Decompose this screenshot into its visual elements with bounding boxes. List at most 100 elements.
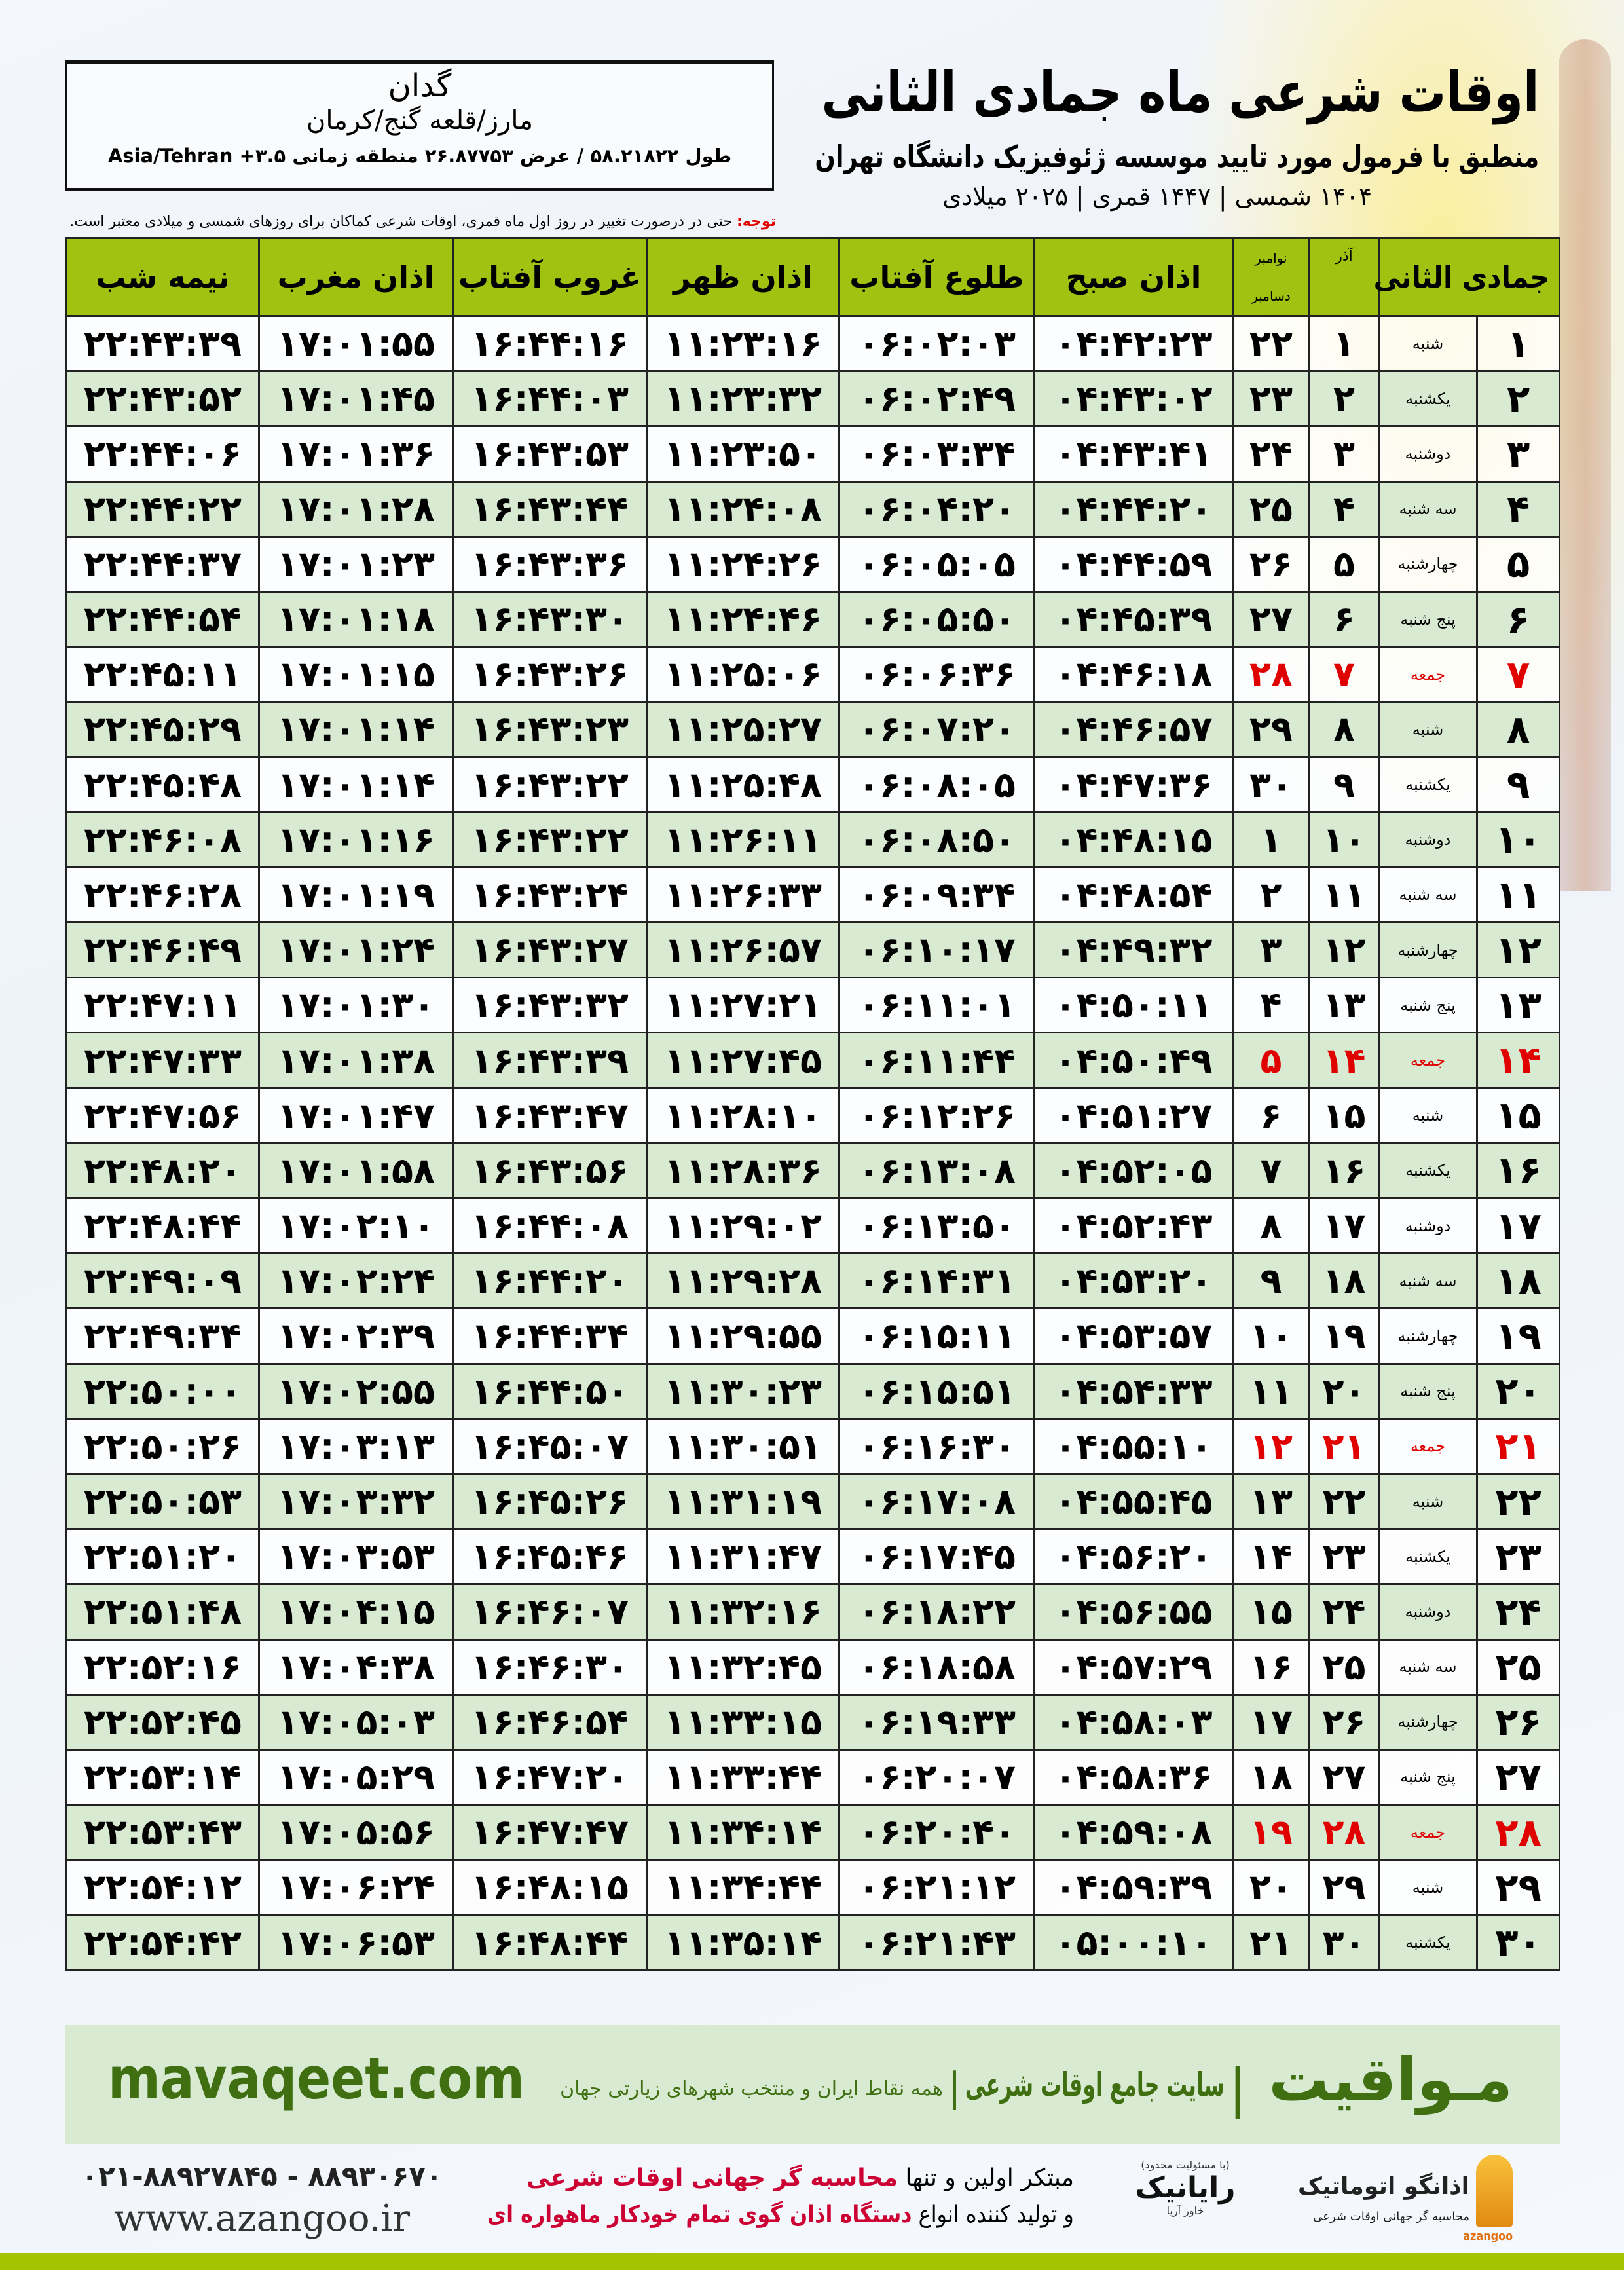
cell-midnight: ۲۲:۴۴:۰۶ [65, 425, 260, 483]
mavaqeet-logo-text: مـواقیت [1268, 2045, 1513, 2115]
cell-day: ۳ [1476, 425, 1561, 483]
cell-weekday: چهارشنبه [1377, 1307, 1479, 1365]
cell-sunrise: ۰۶:۱۸:۲۲ [838, 1583, 1035, 1641]
cell-day: ۲۱ [1476, 1417, 1561, 1475]
cell-azar: ۳۰ [1308, 1914, 1380, 1971]
table-row: ۳ دوشنبه ۳ ۲۴ ۰۴:۴۳:۴۱ ۰۶:۰۳:۳۴ ۱۱:۲۳:۵۰ ۱۶:۴۳:… [65, 425, 1561, 483]
cell-maghrib: ۱۷:۰۵:۰۳ [258, 1693, 454, 1751]
cell-greg: ۱۷ [1232, 1693, 1310, 1751]
cell-maghrib: ۱۷:۰۱:۲۸ [258, 480, 454, 538]
header-sunrise: طلوع آفتاب [838, 237, 1035, 317]
cell-greg: ۱۸ [1232, 1748, 1310, 1806]
cell-maghrib: ۱۷:۰۱:۱۹ [258, 866, 454, 924]
promo-line1-wrap: مبتکر اولین و تنها محاسبه گر جهانی اوقات… [526, 2160, 1074, 2197]
cell-day: ۴ [1476, 480, 1561, 538]
banner-tagline-secondary-text: همه نقاط ایران و منتخب شهرهای زیارتی جها… [560, 2077, 943, 2100]
table-row: ۲۸ جمعه ۲۸ ۱۹ ۰۴:۵۹:۰۸ ۰۶:۲۰:۴۰ ۱۱:۳۴:۱۴ ۱۶:۴۷:… [65, 1804, 1561, 1861]
note-line: توجه: حتی در درصورت تغییر در روز اول ماه… [69, 214, 776, 230]
cell-azar: ۵ [1308, 535, 1380, 593]
cell-dhuhr: ۱۱:۳۲:۴۵ [646, 1638, 840, 1696]
cell-day: ۲۹ [1476, 1859, 1561, 1916]
cell-weekday: شنبه [1377, 1859, 1479, 1916]
city-name: گدان [74, 67, 766, 104]
azangoo-sub: محاسبه گر جهانی اوقات شرعی [1286, 2210, 1469, 2223]
table-row: ۳۰ یکشنبه ۳۰ ۲۱ ۰۵:۰۰:۱۰ ۰۶:۲۱:۴۳ ۱۱:۳۵:۱۴ ۱۶:۴… [65, 1914, 1561, 1971]
cell-midnight: ۲۲:۴۷:۱۱ [65, 977, 260, 1034]
table-row: ۱۰ دوشنبه ۱۰ ۱ ۰۴:۴۸:۱۵ ۰۶:۰۸:۵۰ ۱۱:۲۶:۱۱ ۱۶:۴۳… [65, 811, 1561, 868]
cell-maghrib: ۱۷:۰۲:۵۵ [258, 1362, 454, 1420]
azangoo-en-text: azangoo [1462, 2229, 1513, 2243]
cell-dhuhr: ۱۱:۲۸:۳۶ [646, 1142, 840, 1200]
cell-dhuhr: ۱۱:۳۴:۴۴ [646, 1859, 840, 1916]
cell-sunrise: ۰۶:۱۷:۴۵ [838, 1528, 1035, 1586]
cell-fajr: ۰۴:۵۳:۲۰ [1033, 1252, 1234, 1310]
cell-maghrib: ۱۷:۰۶:۲۴ [258, 1859, 454, 1916]
table-row: ۲۲ شنبه ۲۲ ۱۳ ۰۴:۵۵:۴۵ ۰۶:۱۷:۰۸ ۱۱:۳۱:۱۹ ۱۶:۴۵:… [65, 1472, 1561, 1531]
cell-greg: ۳ [1232, 921, 1310, 979]
cell-dhuhr: ۱۱:۳۴:۱۴ [646, 1804, 840, 1861]
cell-sunrise: ۰۶:۲۰:۴۰ [838, 1804, 1035, 1861]
cell-greg: ۱۹ [1232, 1804, 1310, 1861]
coordinates-text: طول ۵۸.۲۱۸۲۲ / عرض ۲۶.۸۷۷۵۳ منطقه زمانی … [107, 145, 732, 167]
cell-sunrise: ۰۶:۱۹:۳۳ [838, 1693, 1035, 1751]
cell-day: ۱۳ [1476, 977, 1561, 1034]
cell-greg: ۲۲ [1232, 314, 1310, 373]
header-dhuhr-text: اذان ظهر [673, 259, 813, 295]
cell-sunrise: ۰۶:۱۶:۳۰ [838, 1417, 1035, 1475]
cell-fajr: ۰۴:۵۹:۰۸ [1033, 1804, 1234, 1861]
cell-weekday: پنج شنبه [1377, 1748, 1479, 1806]
coordinates: طول ۵۸.۲۱۸۲۲ / عرض ۲۶.۸۷۷۵۳ منطقه زمانی … [74, 145, 766, 167]
cell-weekday: شنبه [1377, 701, 1479, 758]
cell-midnight: ۲۲:۴۵:۴۸ [65, 756, 260, 813]
cell-azar: ۸ [1308, 701, 1380, 758]
cell-day: ۱۶ [1476, 1142, 1561, 1200]
cell-sunset: ۱۶:۴۵:۴۶ [452, 1528, 648, 1586]
cell-sunset: ۱۶:۴۴:۰۳ [452, 370, 648, 428]
cell-sunrise: ۰۶:۱۴:۳۱ [838, 1252, 1035, 1310]
table-row: ۲۰ پنج شنبه ۲۰ ۱۱ ۰۴:۵۴:۳۳ ۰۶:۱۵:۵۱ ۱۱:۳۰:۲۳ ۱۶… [65, 1362, 1561, 1420]
cell-weekday: شنبه [1377, 1472, 1479, 1531]
promo-line2-highlight: دستگاه اذان گوی تمام خودکار ماهواره ای [487, 2201, 912, 2228]
promo-line2: و تولید کننده انواع [912, 2201, 1074, 2228]
cell-day: ۹ [1476, 756, 1561, 813]
azangoo-link-text[interactable]: www.azangoo.ir [113, 2197, 411, 2240]
cell-day: ۱۸ [1476, 1252, 1561, 1310]
cell-day: ۲۸ [1476, 1804, 1561, 1861]
cell-dhuhr: ۱۱:۲۷:۲۱ [646, 977, 840, 1034]
cell-dhuhr: ۱۱:۳۱:۴۷ [646, 1528, 840, 1586]
cell-day: ۲۷ [1476, 1748, 1561, 1806]
header-month-text: جمادی الثانی [1373, 259, 1550, 295]
cell-azar: ۲۸ [1308, 1804, 1380, 1861]
cell-fajr: ۰۴:۴۸:۱۵ [1033, 811, 1234, 868]
cell-sunset: ۱۶:۴۳:۲۷ [452, 921, 648, 979]
cell-day: ۷ [1476, 646, 1561, 703]
cell-sunset: ۱۶:۴۳:۴۴ [452, 480, 648, 538]
cell-dhuhr: ۱۱:۳۰:۵۱ [646, 1417, 840, 1475]
header-sunset-text: غروب آفتاب [458, 259, 642, 295]
azangoo-link[interactable]: www.azangoo.ir [65, 2197, 458, 2240]
cell-fajr: ۰۴:۴۵:۳۹ [1033, 590, 1234, 648]
cell-weekday: جمعه [1377, 1804, 1479, 1861]
cell-greg: ۲۹ [1232, 701, 1310, 758]
cell-greg: ۲۸ [1232, 646, 1310, 703]
cell-dhuhr: ۱۱:۲۶:۳۳ [646, 866, 840, 924]
cell-weekday: پنج شنبه [1377, 590, 1479, 648]
promo-line1-highlight: محاسبه گر جهانی اوقات شرعی [526, 2165, 898, 2191]
cell-azar: ۳ [1308, 425, 1380, 483]
mavaqeet-link[interactable]: mavaqeet.com [108, 2045, 527, 2112]
cell-maghrib: ۱۷:۰۱:۱۵ [258, 646, 454, 703]
cell-weekday: سه شنبه [1377, 1252, 1479, 1310]
cell-weekday: دوشنبه [1377, 1583, 1479, 1641]
cell-greg: ۶ [1232, 1087, 1310, 1144]
azangoo-logo: اذانگو اتوماتیک محاسبه گر جهانی اوقات شر… [1283, 2155, 1513, 2246]
cell-azar: ۷ [1308, 646, 1380, 703]
mavaqeet-link-text[interactable]: mavaqeet.com [108, 2045, 525, 2112]
rayanik-logo: (با مسئولیت محدود) رایانیک خاور آریا [1107, 2159, 1264, 2237]
mavaqeet-logo: مـواقیت [1251, 2045, 1513, 2115]
cell-fajr: ۰۴:۴۴:۵۹ [1033, 535, 1234, 593]
header-azar: آذر [1308, 237, 1380, 317]
table-row: ۸ شنبه ۸ ۲۹ ۰۴:۴۶:۵۷ ۰۶:۰۷:۲۰ ۱۱:۲۵:۲۷ ۱۶:۴۳:۲۳… [65, 701, 1561, 758]
cell-weekday: سه شنبه [1377, 866, 1479, 924]
cell-sunrise: ۰۶:۱۱:۰۱ [838, 977, 1035, 1034]
cell-azar: ۱۴ [1308, 1032, 1380, 1089]
